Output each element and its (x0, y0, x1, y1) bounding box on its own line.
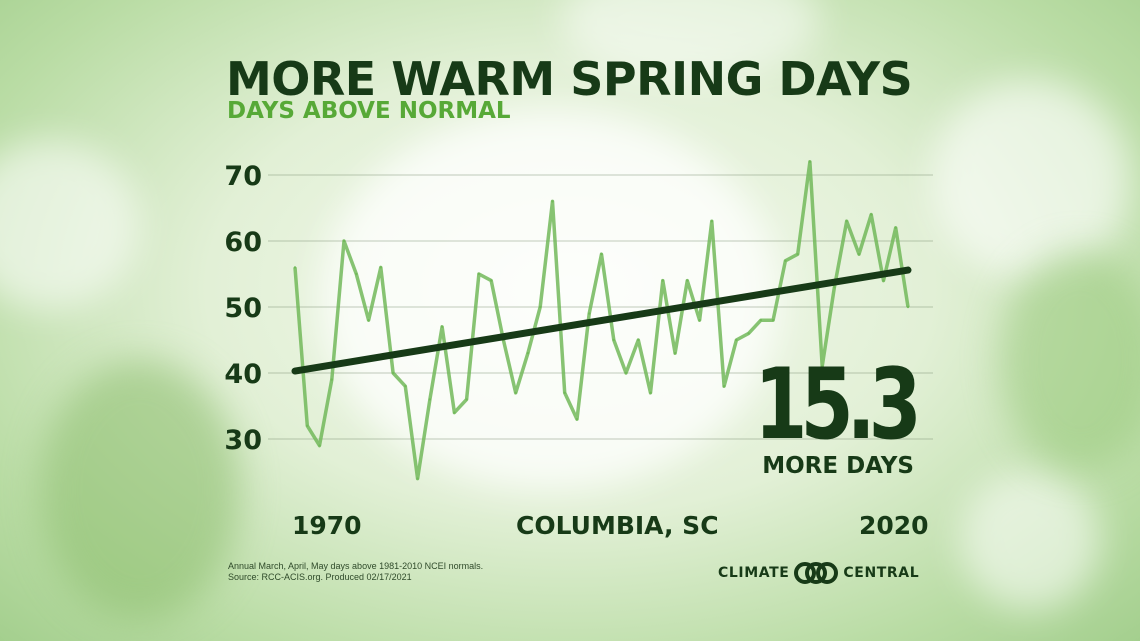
data-point (600, 253, 603, 256)
callout-label: MORE DAYS (762, 453, 914, 479)
gridlines (268, 174, 933, 440)
logo-text-left: CLIMATE (718, 565, 790, 581)
data-point (747, 332, 750, 335)
x-tick-label-end: 2020 (859, 511, 929, 540)
data-point (477, 272, 481, 276)
y-tick-label: 60 (224, 227, 262, 258)
data-point (342, 239, 346, 243)
climate-central-rings-icon (794, 562, 839, 584)
footnote-line-2: Source: RCC-ACIS.org. Produced 02/17/202… (228, 572, 412, 582)
data-point (465, 398, 468, 401)
data-point (637, 338, 640, 342)
data-point (489, 279, 493, 282)
data-point (330, 378, 333, 381)
data-point (759, 319, 763, 322)
footnote-line-1: Annual March, April, May days above 1981… (228, 561, 484, 571)
x-tick-label-start: 1970 (292, 511, 362, 540)
data-point (857, 253, 861, 256)
data-point (673, 352, 677, 355)
data-point (833, 286, 836, 289)
data-point (796, 253, 799, 256)
chart-title: MORE WARM SPRING DAYS (226, 52, 913, 106)
data-point (293, 266, 297, 269)
data-point (575, 418, 579, 421)
y-tick-label: 70 (224, 161, 262, 192)
data-point (784, 259, 787, 262)
data-point (563, 391, 566, 394)
y-tick-label: 30 (224, 425, 262, 456)
data-point (906, 305, 910, 309)
data-point (845, 220, 848, 223)
data-point (870, 213, 873, 216)
data-point (526, 352, 530, 355)
data-point (551, 200, 554, 203)
data-point (367, 319, 370, 322)
data-point (624, 371, 628, 375)
data-point (453, 411, 456, 414)
data-point (539, 305, 542, 309)
data-point (391, 371, 395, 375)
data-point (710, 220, 714, 223)
data-point (318, 444, 321, 447)
data-point (882, 279, 885, 282)
series-layer (291, 160, 912, 481)
y-tick-label: 50 (224, 293, 262, 324)
data-point (514, 391, 517, 394)
callout-value: 15.3 (754, 348, 922, 462)
data-point (306, 424, 309, 427)
data-point (649, 391, 652, 394)
logo-text-right: CENTRAL (843, 565, 920, 581)
data-point (428, 398, 432, 401)
data-point (808, 160, 812, 163)
data-point (698, 319, 701, 322)
data-point (612, 338, 615, 342)
data-point (722, 385, 726, 388)
data-point (820, 365, 824, 368)
data-point (379, 266, 383, 269)
data-point (771, 319, 775, 322)
data-point (735, 338, 738, 342)
y-axis-ticks: 30 40 50 60 70 (224, 161, 262, 456)
trend-line (291, 266, 912, 375)
data-point (894, 226, 897, 229)
climate-central-logo: CLIMATE CENTRAL (718, 561, 919, 585)
data-point (588, 312, 591, 315)
data-point (355, 272, 358, 276)
data-point (661, 279, 664, 282)
y-tick-label: 40 (224, 359, 262, 390)
footnote: Annual March, April, May days above 1981… (228, 561, 483, 583)
location-label: COLUMBIA, SC (516, 511, 719, 540)
data-point (440, 325, 444, 328)
chart-subtitle: DAYS ABOVE NORMAL (227, 98, 511, 124)
data-point (686, 279, 689, 282)
data-point (404, 385, 407, 388)
data-point (416, 477, 419, 480)
